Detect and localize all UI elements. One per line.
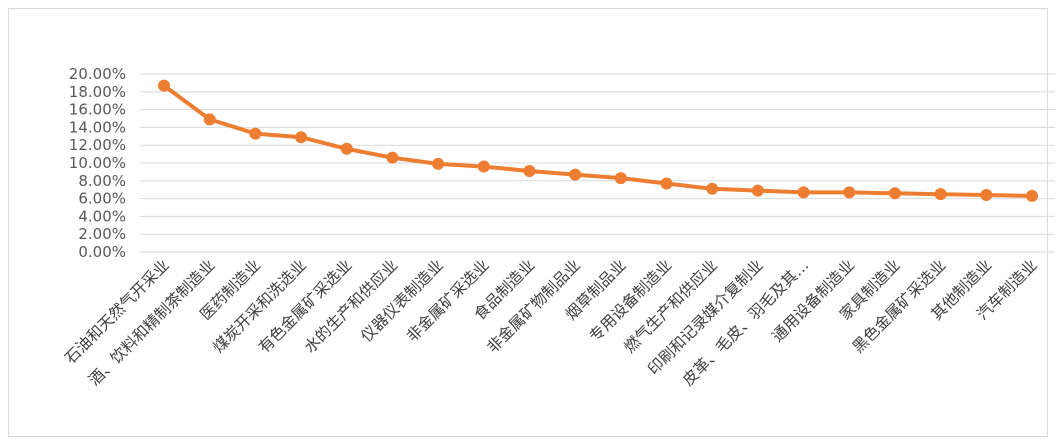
data-point-marker <box>980 189 993 202</box>
series-line <box>158 79 1038 202</box>
y-tick-label: 8.00% <box>78 172 126 190</box>
data-point-marker <box>477 160 490 173</box>
y-tick-label: 20.00% <box>69 65 126 83</box>
x-category-label: 非金属矿采选业 <box>403 256 492 345</box>
series-polyline <box>162 83 1034 198</box>
data-point-marker <box>614 172 627 185</box>
data-point-marker <box>751 184 764 197</box>
y-tick-label: 10.00% <box>69 154 126 172</box>
data-point-marker <box>340 142 353 155</box>
data-point-marker <box>843 186 856 199</box>
chart-frame <box>8 8 1048 437</box>
data-point-marker <box>523 165 536 178</box>
data-point-marker <box>203 113 216 126</box>
data-point-marker <box>934 188 947 201</box>
y-tick-label: 4.00% <box>78 207 126 225</box>
data-point-marker <box>660 177 673 190</box>
data-point-marker <box>432 157 445 170</box>
data-point-marker <box>888 187 901 200</box>
data-point-marker <box>797 186 810 199</box>
data-point-marker <box>249 127 262 140</box>
y-tick-label: 18.00% <box>69 83 126 101</box>
y-tick-label: 14.00% <box>69 118 126 136</box>
x-axis-category-labels: 石油和天然气开采业酒、饮料和精制茶制造业医药制造业煤炭开采和洗选业有色金属矿采选… <box>61 255 1040 389</box>
x-category-label: 专用设备制造业 <box>586 256 675 345</box>
y-tick-label: 2.00% <box>78 225 126 243</box>
y-tick-label: 16.00% <box>69 101 126 119</box>
data-point-marker <box>158 79 170 92</box>
data-point-marker <box>295 131 308 144</box>
y-axis-tick-labels: 0.00%2.00%4.00%6.00%8.00%10.00%12.00%14.… <box>69 65 126 261</box>
data-point-marker <box>569 168 582 181</box>
y-tick-label: 12.00% <box>69 136 126 154</box>
x-category-label: 通用设备制造业 <box>769 256 858 345</box>
gridlines <box>140 73 1055 253</box>
data-point-marker <box>1026 189 1038 202</box>
x-category-label: 仪器仪表制造业 <box>357 256 446 345</box>
data-point-marker <box>386 151 399 164</box>
y-tick-label: 0.00% <box>78 243 126 261</box>
data-point-marker <box>706 182 719 195</box>
y-tick-label: 6.00% <box>78 190 126 208</box>
